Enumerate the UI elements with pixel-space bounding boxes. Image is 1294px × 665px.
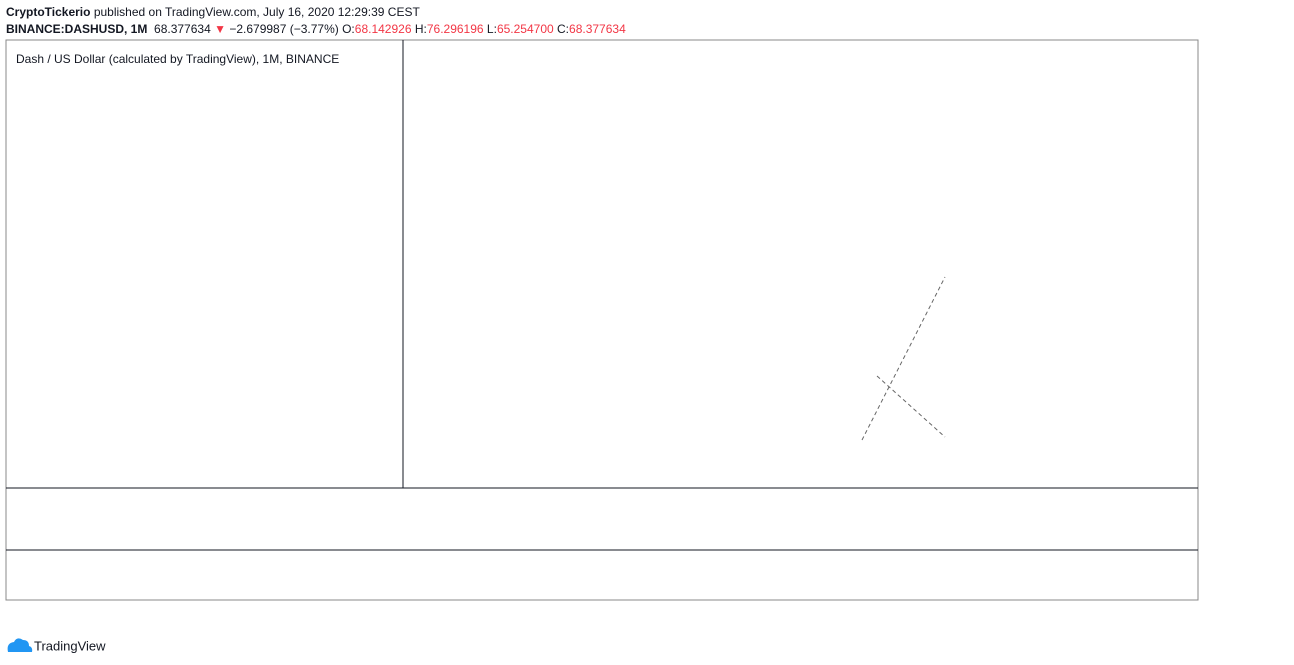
o-value: 68.142926 (354, 22, 412, 36)
publish-line: CryptoTickerio published on TradingView.… (6, 5, 420, 19)
direction: ▼ (214, 22, 226, 36)
change: −2.679987 (−3.77%) (229, 22, 339, 36)
brand: TradingView (34, 638, 106, 653)
logo: TradingView (7, 638, 106, 653)
c-label: C: (557, 22, 570, 36)
h-label: H: (414, 22, 427, 36)
chart-title: Dash / US Dollar (calculated by TradingV… (16, 52, 339, 66)
drawing-line (876, 375, 946, 438)
published: published on TradingView.com, July 16, 2… (93, 5, 420, 19)
h-value: 76.296196 (426, 22, 484, 36)
frame (5, 39, 1199, 601)
l-label: L: (486, 22, 497, 36)
c-value: 68.377634 (569, 22, 626, 36)
publisher: CryptoTickerio (6, 5, 91, 19)
o-label: O: (342, 22, 355, 36)
last: 68.377634 (154, 22, 211, 36)
l-value: 65.254700 (496, 22, 554, 36)
ohlc: O:68.142926 H:76.296196 L:65.254700 C:68… (342, 22, 626, 36)
symbol-line: BINANCE:DASHUSD, 1M 68.377634 ▼ −2.67998… (6, 22, 626, 36)
symbol: BINANCE:DASHUSD, 1M (6, 22, 148, 36)
drawing-line (861, 276, 946, 441)
